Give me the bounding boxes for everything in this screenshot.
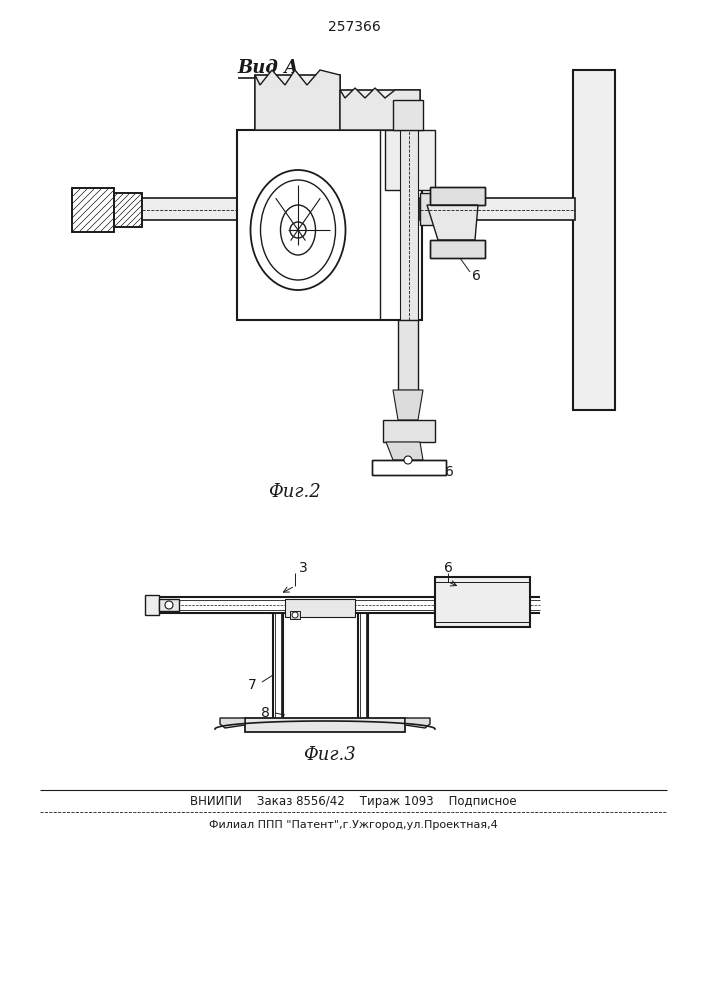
Text: Филиал ППП "Патент",г.Ужгород,ул.Проектная,4: Филиал ППП "Патент",г.Ужгород,ул.Проектн… [209,820,498,830]
Bar [72,188,114,232]
Bar [430,187,485,205]
Bar [73,189,113,231]
Bar [114,193,142,227]
Polygon shape [405,718,430,728]
Bar [290,611,300,619]
Text: 6: 6 [445,465,454,479]
Polygon shape [393,390,423,420]
Ellipse shape [260,180,336,280]
Bar [398,320,418,390]
Circle shape [290,222,306,238]
Bar [114,193,142,227]
Bar [400,130,418,320]
Text: ВНИИПИ    Заказ 8556/42    Тираж 1093    Подписное: ВНИИПИ Заказ 8556/42 Тираж 1093 Подписно… [189,796,516,808]
Bar [435,582,530,622]
Bar [237,130,422,320]
Bar [372,460,446,475]
Bar [115,194,141,226]
Text: 7: 7 [247,678,257,692]
Bar [285,599,355,617]
Bar [72,188,114,232]
Bar [372,460,446,475]
Ellipse shape [250,170,346,290]
Text: Φиг.3: Φиг.3 [303,746,356,764]
Bar [420,193,440,225]
Bar [340,90,420,130]
Text: 6: 6 [472,269,481,283]
Polygon shape [427,205,478,240]
Bar [383,420,435,442]
Bar [385,130,435,190]
Text: 6: 6 [443,561,452,575]
Text: Φиг.2: Φиг.2 [269,483,322,501]
Bar [420,198,575,220]
Polygon shape [220,718,245,728]
Bar [245,718,405,732]
Bar [159,599,179,611]
Bar [255,75,340,130]
Bar [450,196,468,222]
Bar [142,198,237,220]
Bar [393,100,423,130]
Bar [430,240,485,258]
Circle shape [292,612,298,618]
Polygon shape [255,70,340,130]
Bar [373,461,445,474]
Text: Вид А: Вид А [237,59,299,77]
Bar [573,70,615,410]
Bar [145,595,159,615]
Circle shape [165,601,173,609]
Polygon shape [386,442,423,460]
Bar [430,187,485,205]
Bar [431,241,484,257]
Bar [435,577,530,627]
Text: 257366: 257366 [327,20,380,34]
Ellipse shape [281,205,315,255]
Polygon shape [340,88,420,130]
Bar [431,188,484,204]
Text: 3: 3 [298,561,308,575]
Bar [402,390,414,420]
Bar [430,240,485,258]
Circle shape [404,456,412,464]
Text: 8: 8 [261,706,269,720]
